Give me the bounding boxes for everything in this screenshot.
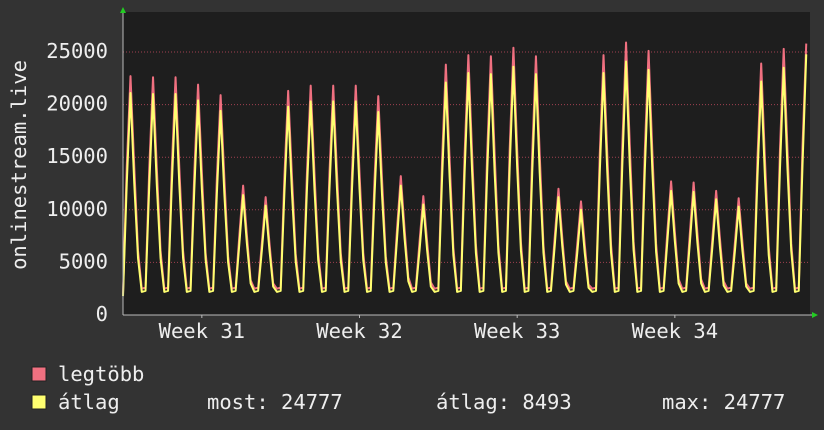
y-arrow [120,7,126,13]
x-arrow [812,312,818,318]
x-tick-label: Week 34 [632,319,718,343]
legend-label: legtöbb [58,362,144,386]
stat-value: 8493 [522,390,571,414]
y-tick-label: 25000 [46,39,108,63]
stat-label: max: [662,390,711,414]
stat-label: most: [207,390,269,414]
y-tick-label: 5000 [59,249,108,273]
stat: most: 24777 [207,390,343,414]
y-tick-label: 10000 [46,197,108,221]
y-tick-label: 20000 [46,92,108,116]
stat-value: 24777 [724,390,786,414]
legend-swatch [31,366,47,382]
x-tick-label: Week 31 [159,319,245,343]
legend: legtöbb átlag most: 24777 átlag: 8493 max: 2477… [31,362,785,414]
stat: max: 24777 [662,390,785,414]
legend-swatch [31,394,47,410]
stat-value: 24777 [281,390,343,414]
x-tick-label: Week 33 [474,319,560,343]
y-tick-label: 0 [96,302,108,326]
stat-label: átlag: [436,390,510,414]
plot-area [123,12,810,315]
x-tick-label: Week 32 [316,319,402,343]
legend-label: átlag [58,390,120,414]
y-axis-label: onlinestream.live [7,60,31,270]
stat: átlag: 8493 [436,390,572,414]
series-line [122,54,808,297]
y-tick-label: 15000 [46,144,108,168]
